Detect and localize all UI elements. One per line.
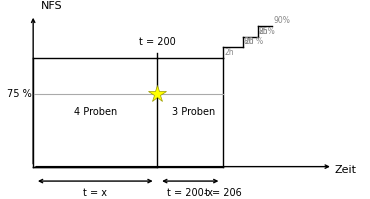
Text: 75 %: 75 % bbox=[7, 89, 31, 99]
Text: Zeit: Zeit bbox=[334, 165, 357, 175]
Text: t = 200: t = 200 bbox=[139, 37, 176, 47]
Text: NFS: NFS bbox=[40, 1, 62, 11]
Text: 3 Proben: 3 Proben bbox=[172, 107, 216, 117]
Text: t = x: t = x bbox=[83, 188, 107, 198]
Text: 2h: 2h bbox=[244, 37, 254, 46]
Text: 90%: 90% bbox=[273, 16, 290, 25]
Text: 2h: 2h bbox=[224, 48, 234, 57]
Text: 80 %: 80 % bbox=[244, 37, 263, 47]
Text: 2h: 2h bbox=[259, 27, 269, 36]
Text: t = 200-x: t = 200-x bbox=[167, 188, 213, 198]
Text: t = 206: t = 206 bbox=[205, 188, 242, 198]
Text: 4 Proben: 4 Proben bbox=[74, 107, 117, 117]
Text: 85%: 85% bbox=[259, 27, 275, 36]
